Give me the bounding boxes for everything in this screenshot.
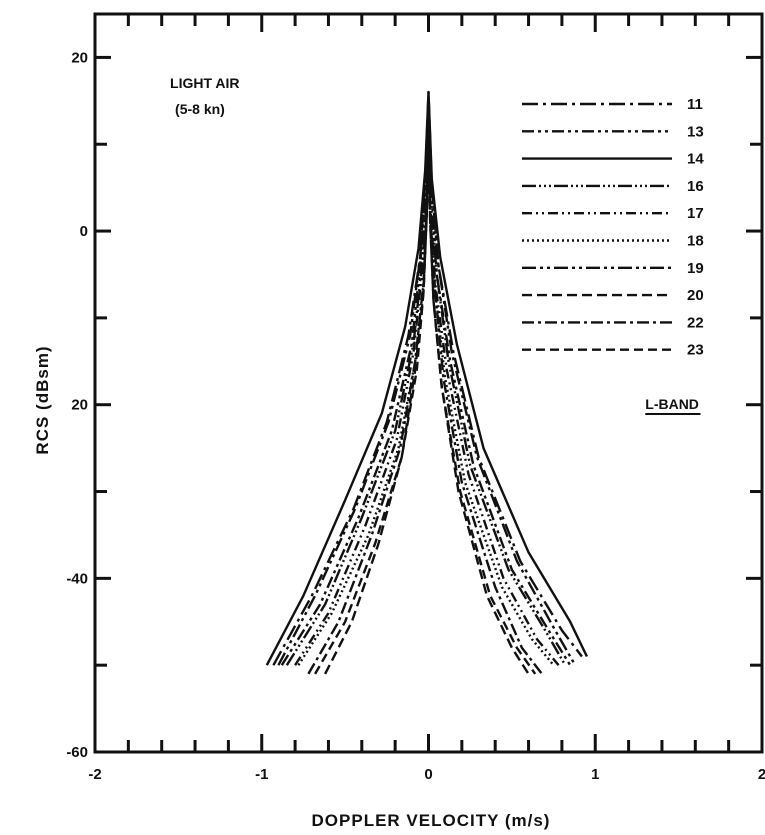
legend: 11 13 14 16 17 18 19 20 22 23 xyxy=(522,96,704,359)
series-line-13 xyxy=(280,108,572,666)
series-line-19 xyxy=(277,99,577,666)
y-tick-label: -60 xyxy=(66,744,88,761)
x-tick-label: 2 xyxy=(758,766,765,783)
x-axis-title: DOPPLER VELOCITY (m/s) xyxy=(312,811,551,830)
annotation: L-BAND xyxy=(645,396,699,412)
legend-label-11: 11 xyxy=(687,96,703,113)
series-line-23 xyxy=(314,143,537,675)
legend-label-19: 19 xyxy=(687,260,704,277)
y-tick-label: 20 xyxy=(71,397,88,414)
y-axis-title: RCS (dBsm) xyxy=(33,345,52,454)
axis-ticks xyxy=(93,14,764,754)
legend-label-20: 20 xyxy=(687,287,704,304)
y-tick-label: 0 xyxy=(80,223,88,240)
series-line-22 xyxy=(307,134,543,675)
legend-label-18: 18 xyxy=(687,233,704,250)
y-tick-label: 20 xyxy=(71,49,88,66)
annotation: (5-8 kn) xyxy=(175,101,225,117)
legend-label-14: 14 xyxy=(687,151,704,168)
y-tick-label: -40 xyxy=(66,570,88,587)
legend-label-17: 17 xyxy=(687,205,704,222)
legend-label-13: 13 xyxy=(687,123,704,140)
series-line-17 xyxy=(294,125,560,666)
chart-text: DOPPLER VELOCITY (m/s) RCS (dBsm) -2 -1 0 1… xyxy=(33,49,765,830)
series-line-16 xyxy=(285,117,567,666)
x-tick-label: 0 xyxy=(424,766,432,783)
annotation: LIGHT AIR xyxy=(170,75,239,91)
series-line-14 xyxy=(265,90,588,666)
x-tick-label: -1 xyxy=(255,766,268,783)
x-tick-label: 1 xyxy=(591,766,599,783)
legend-label-16: 16 xyxy=(687,178,704,195)
legend-label-23: 23 xyxy=(687,342,704,359)
series-lines xyxy=(265,90,588,675)
legend-label-22: 22 xyxy=(687,314,704,331)
x-tick-label: -2 xyxy=(88,766,101,783)
